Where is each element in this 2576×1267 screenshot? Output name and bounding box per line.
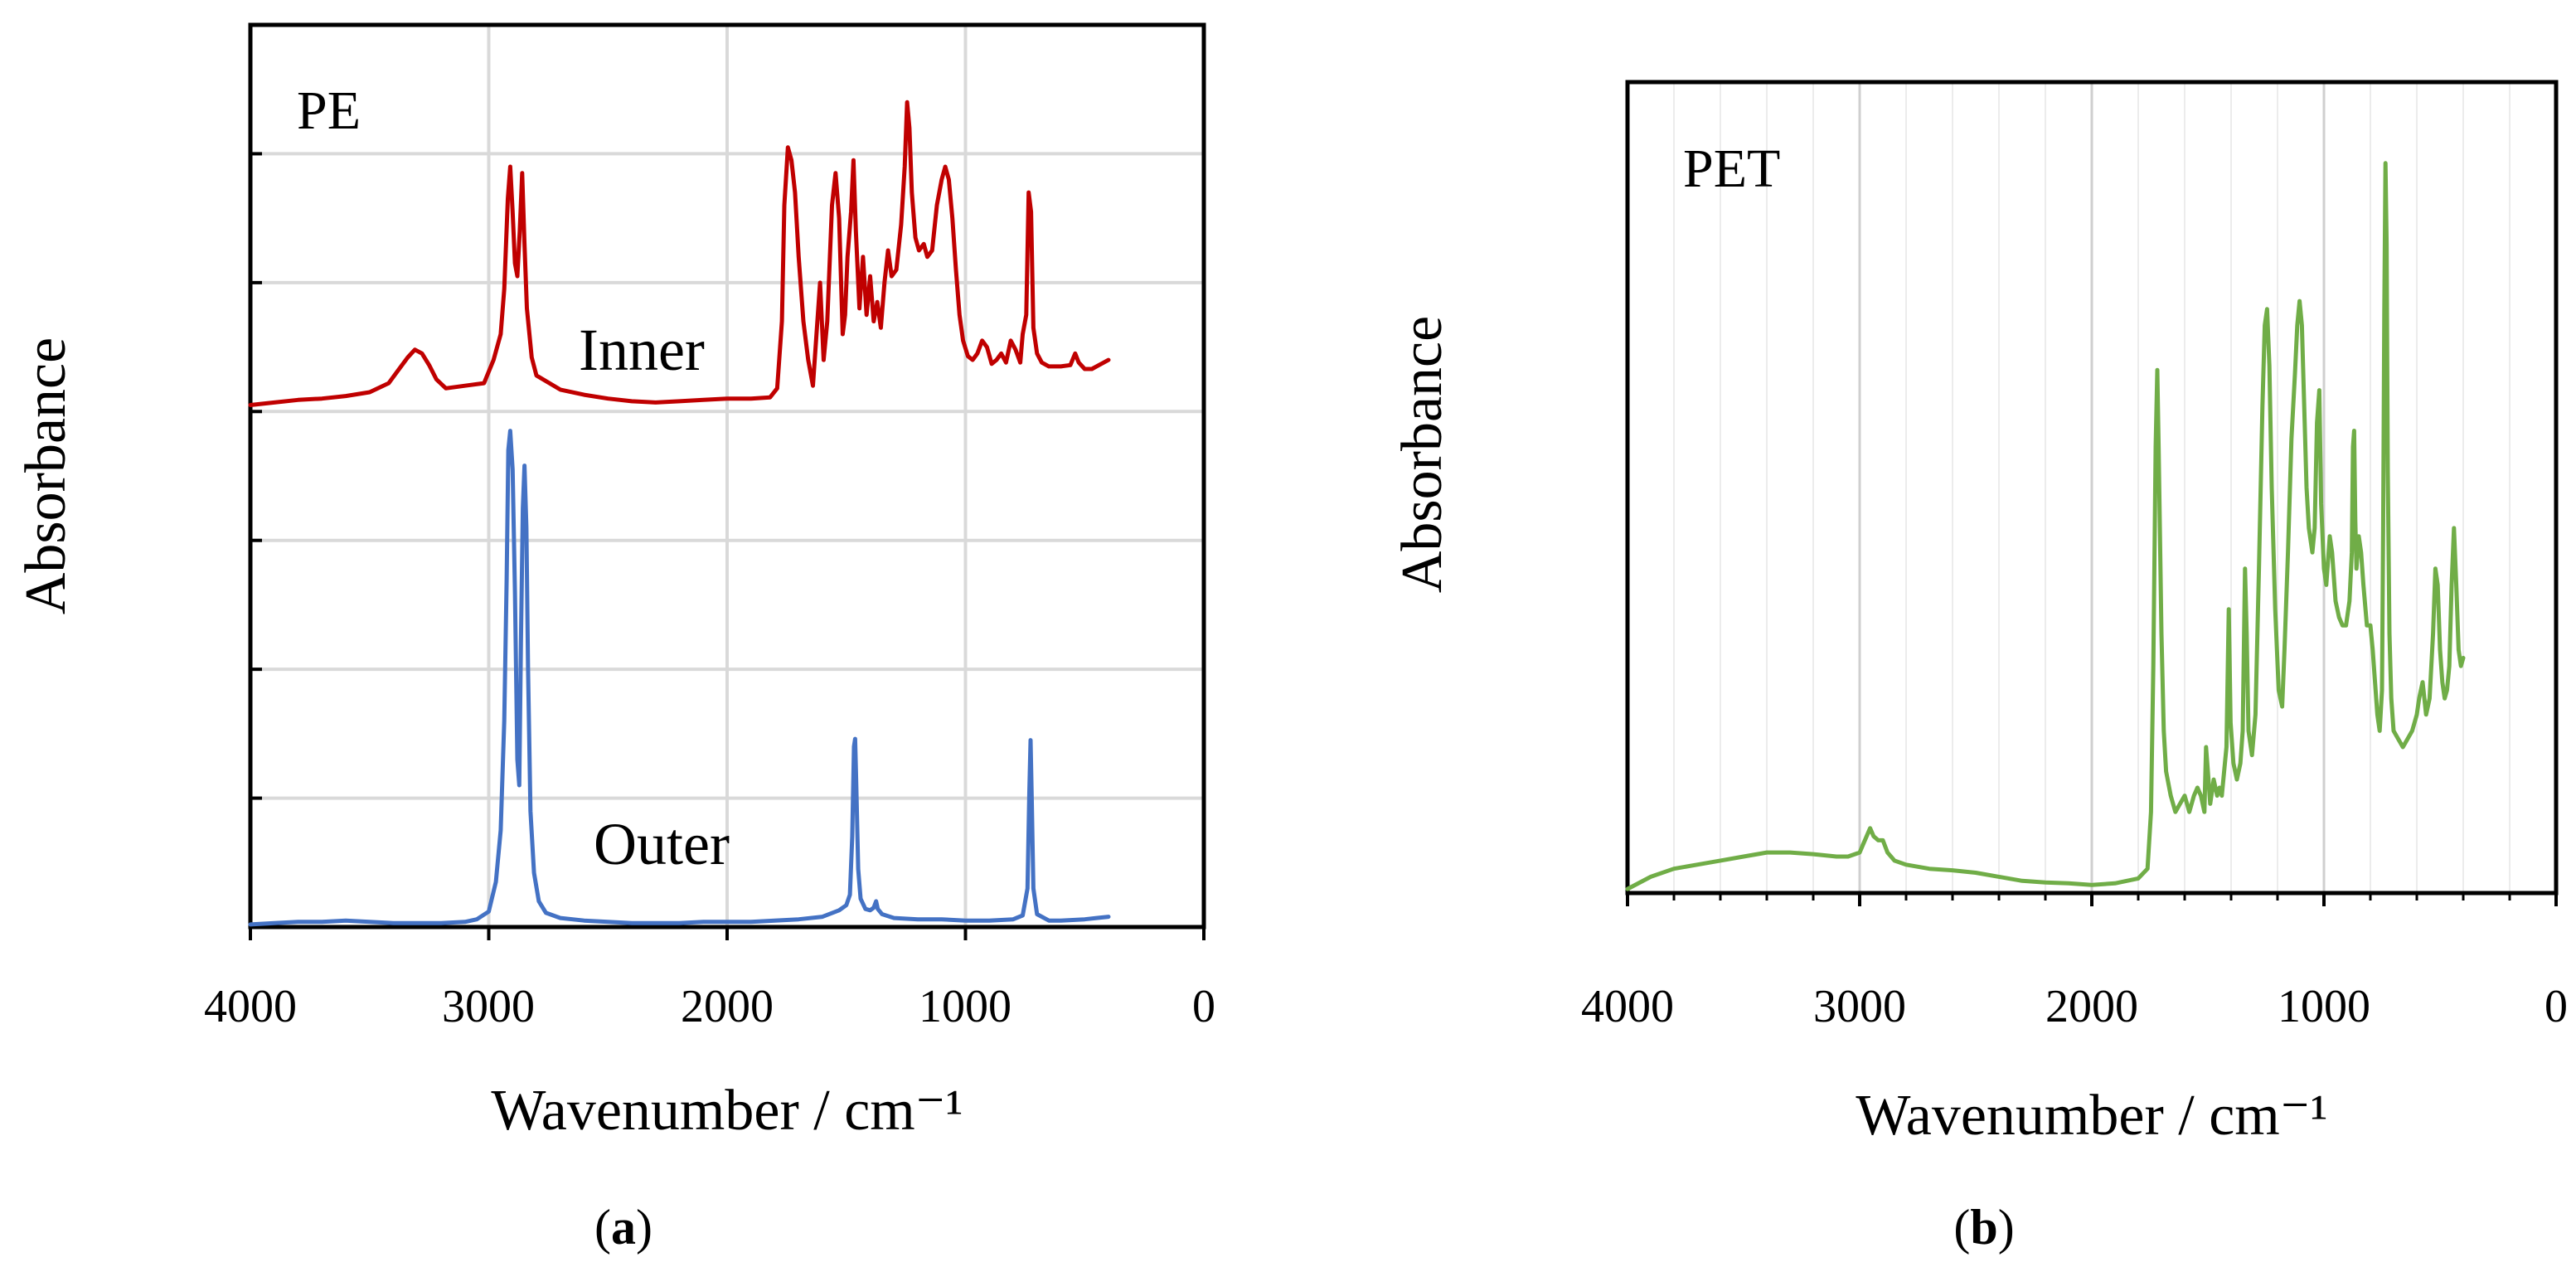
- x-tick-label-b-3: 1000: [2278, 981, 2370, 1032]
- panel-b-sublabel-open: (: [1953, 1200, 1970, 1255]
- panel-b: PET 4000 3000 2000 1000 0 Wavenumber / c…: [1390, 80, 2568, 1255]
- series-line-pet: [1625, 161, 2466, 891]
- series-line-outer: [248, 429, 1111, 927]
- x-tick-label-a-1: 3000: [442, 981, 535, 1032]
- x-tick-label-b-0: 4000: [1581, 981, 1674, 1032]
- panel-b-sublabel-letter: b: [1970, 1200, 1997, 1255]
- panel-a-sublabel-letter: a: [611, 1200, 636, 1255]
- x-axis-title-b: Wavenumber / cm⁻¹: [1856, 1084, 2327, 1148]
- panel-a-series: [248, 100, 1111, 927]
- panel-b-tick-marks: [1626, 893, 2558, 906]
- panel-b-sublabel-close: ): [1998, 1200, 2015, 1255]
- x-tick-label-b-1: 3000: [1813, 981, 1906, 1032]
- x-tick-label-a-0: 4000: [204, 981, 297, 1032]
- x-tick-label-b-4: 0: [2544, 981, 2568, 1032]
- panel-a-tick-marks: [249, 152, 1206, 940]
- y-axis-title-b: Absorbance: [1390, 316, 1454, 593]
- series-label-outer: Outer: [594, 811, 730, 877]
- series-line-inner: [248, 100, 1111, 407]
- y-axis-title-a: Absorbance: [14, 337, 78, 614]
- panel-b-title: PET: [1683, 138, 1780, 199]
- panel-a-title: PE: [297, 80, 361, 141]
- x-axis-title-a: Wavenumber / cm⁻¹: [491, 1079, 963, 1143]
- panel-a-sublabel-open: (: [594, 1200, 611, 1255]
- x-tick-label-a-2: 2000: [681, 981, 774, 1032]
- panel-b-series: [1625, 161, 2466, 891]
- panel-a-gridlines: [250, 25, 1204, 927]
- panel-a-sublabel-close: ): [636, 1200, 652, 1255]
- x-tick-label-a-4: 0: [1192, 981, 1215, 1032]
- series-label-inner: Inner: [579, 317, 705, 383]
- panel-b-gridlines: [1673, 82, 2511, 893]
- panel-a: PE Inner Outer 4000 3000 2000 1000 0 Wav…: [14, 22, 1215, 1255]
- panel-b-sublabel: (b): [1953, 1200, 2014, 1255]
- panel-a-sublabel: (a): [594, 1200, 652, 1255]
- x-tick-label-a-3: 1000: [919, 981, 1011, 1032]
- x-tick-label-b-2: 2000: [2045, 981, 2138, 1032]
